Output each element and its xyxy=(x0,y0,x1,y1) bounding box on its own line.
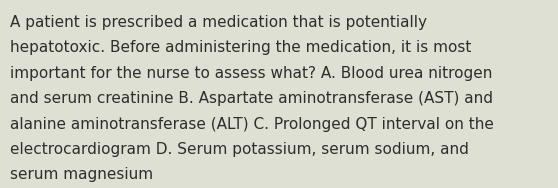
Text: electrocardiogram D. Serum potassium, serum sodium, and: electrocardiogram D. Serum potassium, se… xyxy=(10,142,469,157)
Text: important for the nurse to assess what? A. Blood urea nitrogen: important for the nurse to assess what? … xyxy=(10,66,492,81)
Text: A patient is prescribed a medication that is potentially: A patient is prescribed a medication tha… xyxy=(10,15,427,30)
Text: serum magnesium: serum magnesium xyxy=(10,167,153,182)
Text: and serum creatinine B. Aspartate aminotransferase (AST) and: and serum creatinine B. Aspartate aminot… xyxy=(10,91,493,106)
Text: alanine aminotransferase (ALT) C. Prolonged QT interval on the: alanine aminotransferase (ALT) C. Prolon… xyxy=(10,117,494,132)
Text: hepatotoxic. Before administering the medication, it is most: hepatotoxic. Before administering the me… xyxy=(10,40,472,55)
